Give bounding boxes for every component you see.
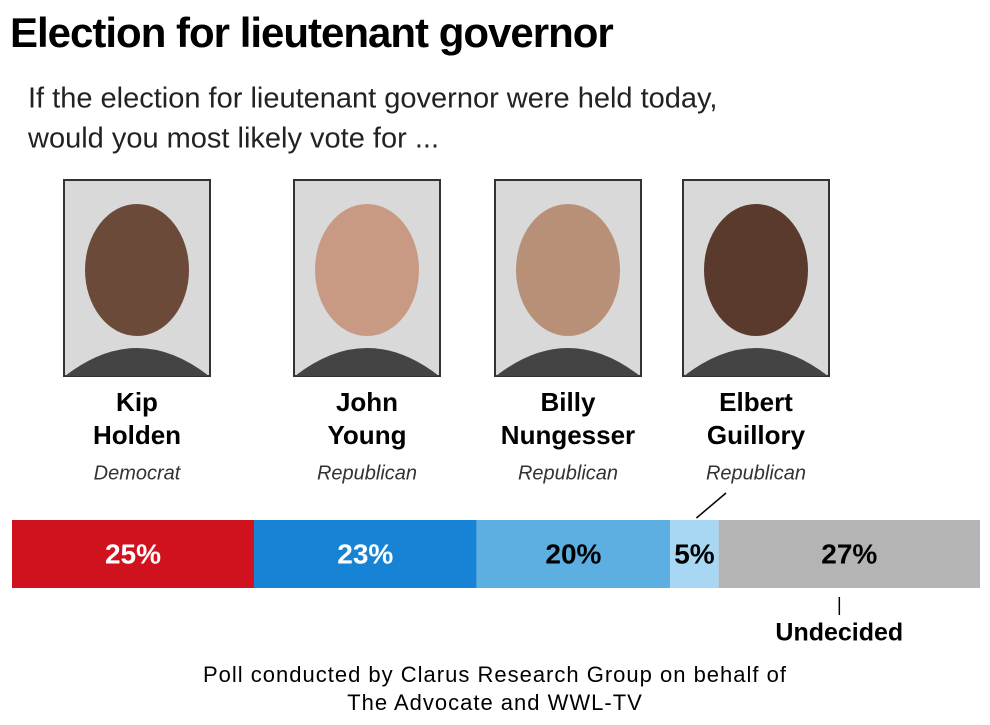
photo-head (704, 204, 808, 336)
bar-segment (254, 520, 477, 588)
legend-label: Undecided (775, 619, 903, 647)
bar-segment (12, 520, 254, 588)
candidate-photo (63, 179, 211, 377)
candidate-photo (293, 179, 441, 377)
photo-shoulders (65, 348, 209, 376)
value-label: 27% (821, 538, 877, 569)
party-label: Republican (317, 462, 417, 484)
bar-segment (670, 520, 719, 588)
value-label: 25% (105, 538, 161, 569)
source-note: Poll conducted by Clarus Research Group … (203, 662, 787, 687)
candidate-photo (682, 179, 830, 377)
photo-shoulders (684, 348, 828, 376)
photo-shoulders (496, 348, 640, 376)
value-label: 20% (545, 538, 601, 569)
subtitle: would you most likely vote for ... (27, 123, 439, 155)
legend-label: Billy Nungesser (501, 387, 635, 450)
legend-label: Elbert Guillory (707, 387, 806, 450)
subtitle: If the election for lieutenant governor … (28, 83, 717, 115)
bar-segment (476, 520, 671, 588)
photo-head (85, 204, 189, 336)
source-note: The Advocate and WWL-TV (347, 690, 643, 715)
legend-label: John Young (328, 387, 407, 450)
legend-label: Kip Holden (93, 387, 181, 450)
photo-head (516, 204, 620, 336)
party-label: Republican (706, 462, 806, 484)
bar-segment (718, 520, 980, 588)
pointer-line (695, 492, 727, 519)
party-label: Republican (518, 462, 618, 484)
chart-title: Election for lieutenant governor (10, 9, 613, 56)
value-label: 5% (674, 538, 715, 569)
candidate-photo (494, 179, 642, 377)
party-label: Democrat (94, 462, 182, 484)
photo-shoulders (295, 348, 439, 376)
photo-head (315, 204, 419, 336)
value-label: 23% (337, 538, 393, 569)
